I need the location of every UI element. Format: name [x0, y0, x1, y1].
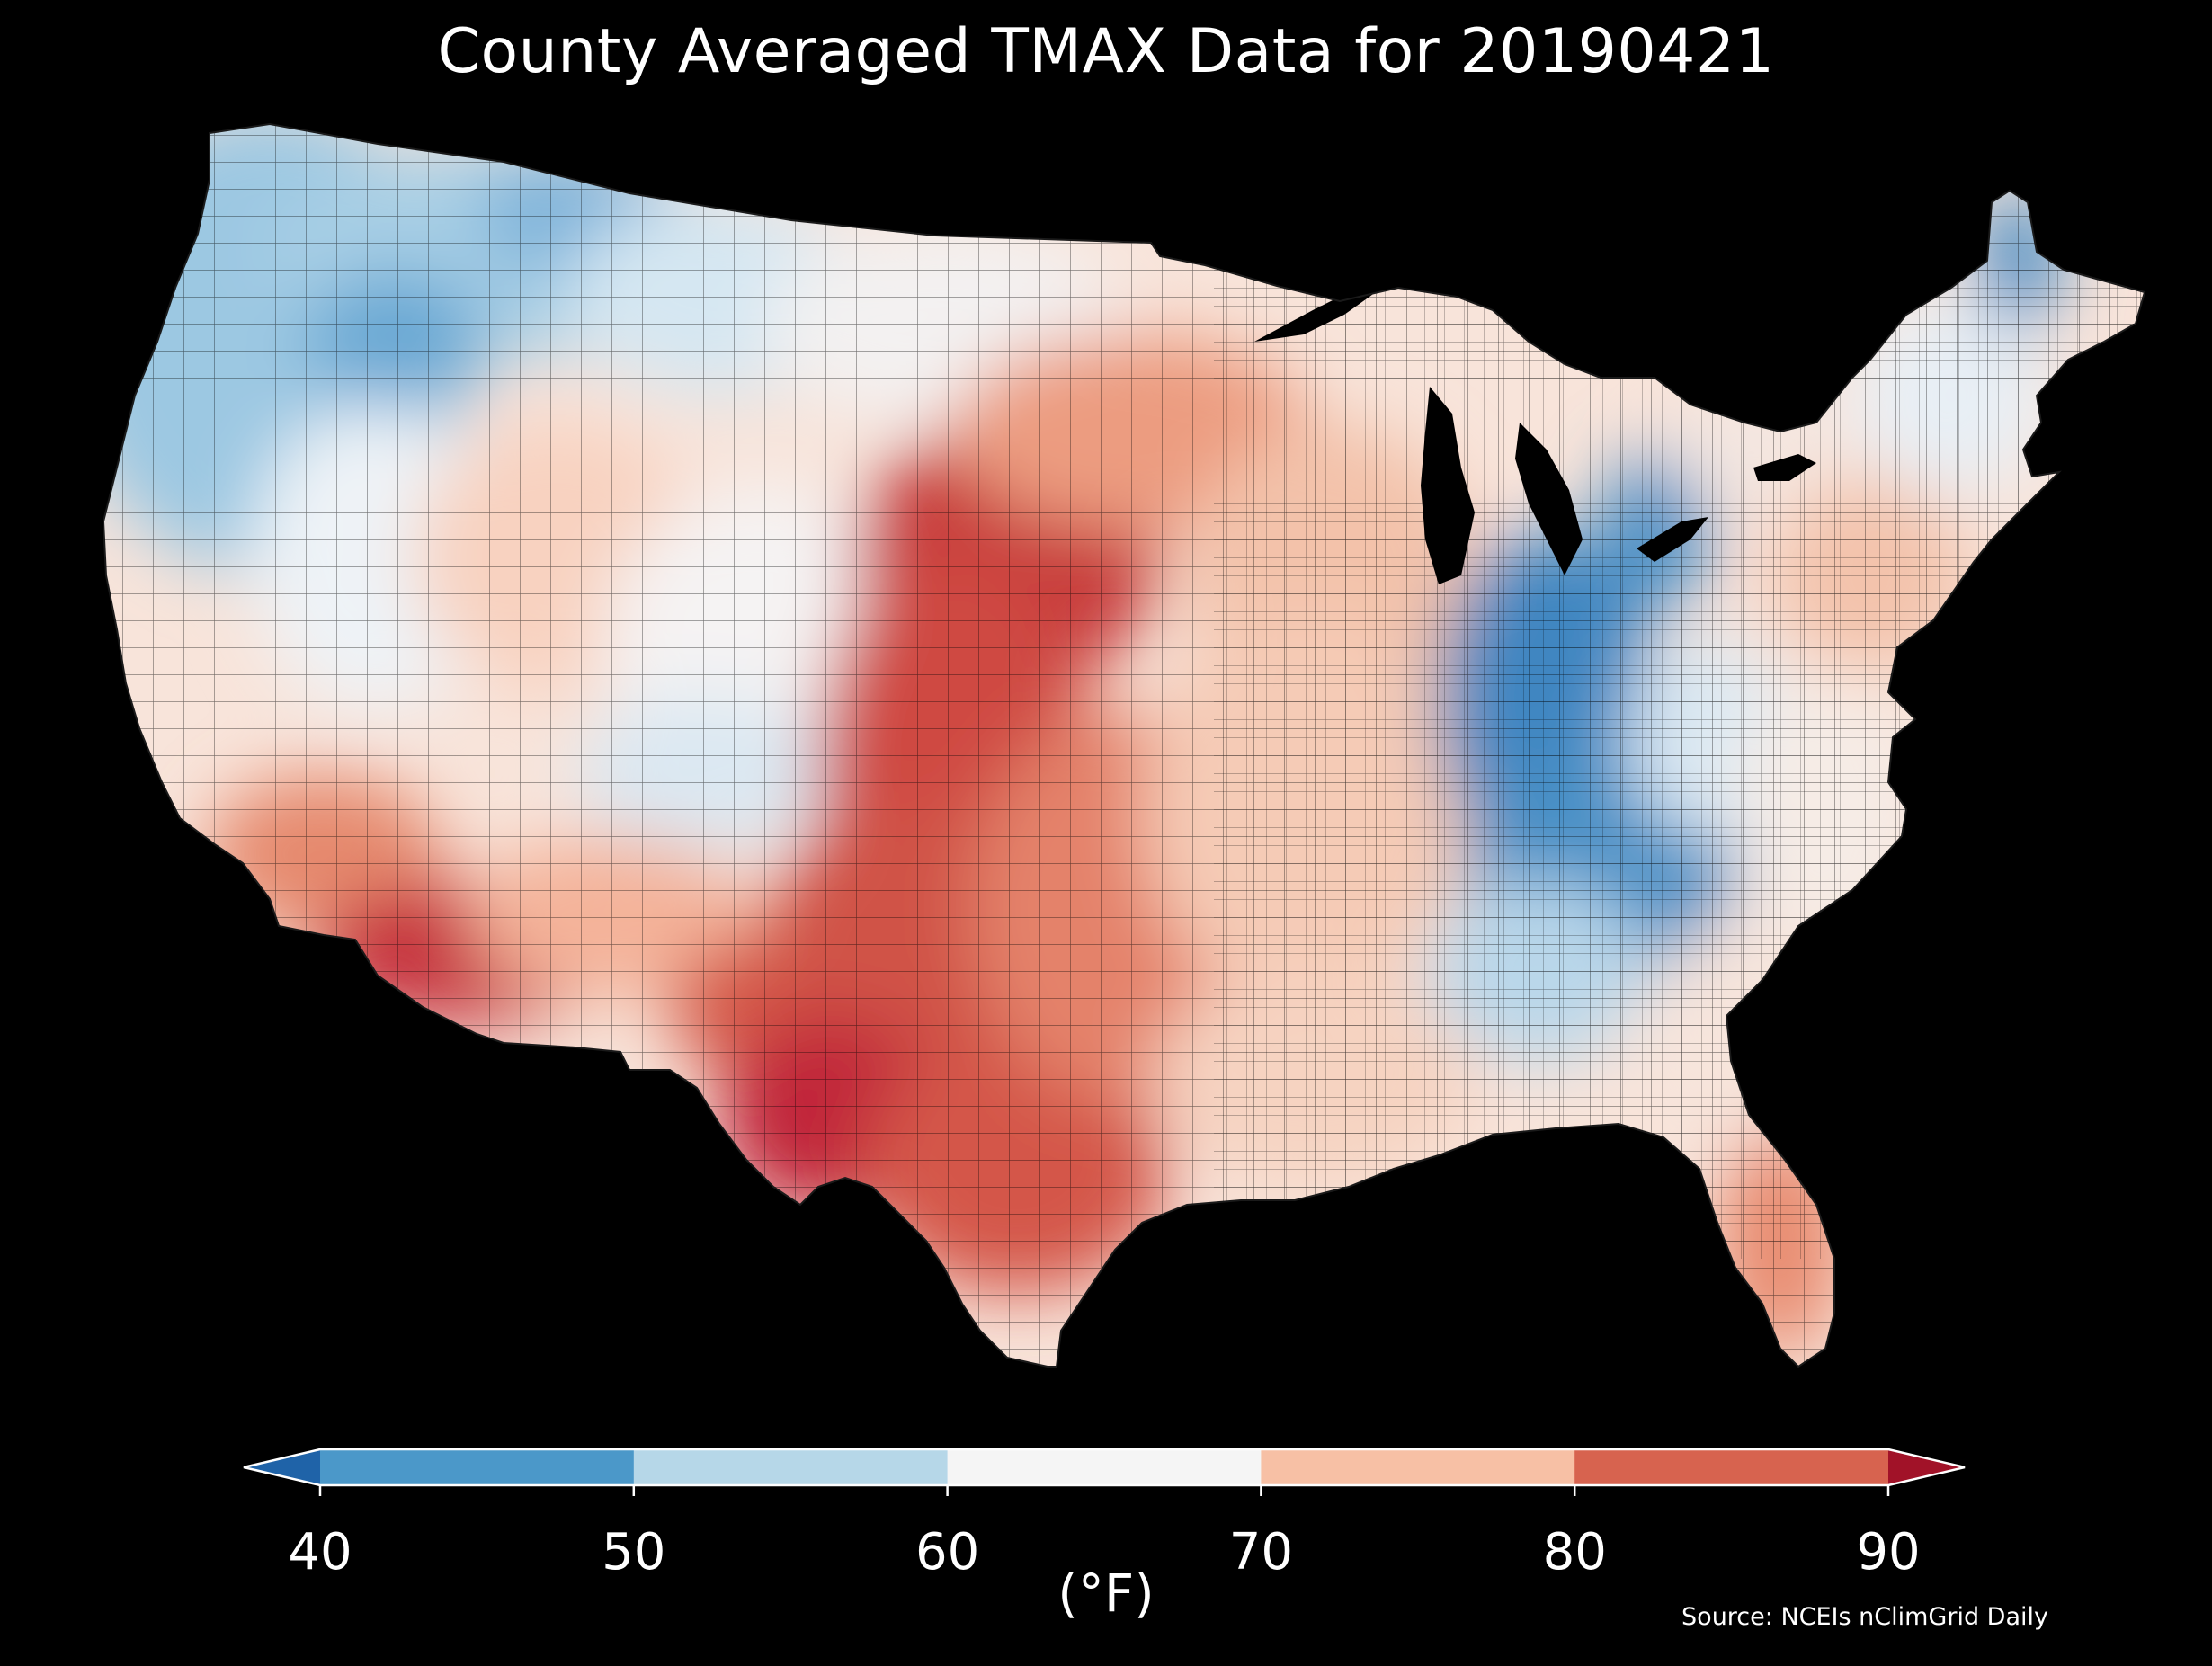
lake-ontario	[1753, 454, 1816, 481]
map-title: County Averaged TMAX Data for 20190421	[437, 16, 1775, 87]
colorbar-bin	[947, 1449, 1262, 1485]
colorbar-tick-label: 60	[915, 1523, 979, 1581]
great-lakes	[1254, 288, 1816, 584]
colorbar-tick-label: 40	[288, 1523, 352, 1581]
colorbar-tick-label: 90	[1856, 1523, 1920, 1581]
us-outline	[102, 122, 2146, 1368]
colorbar-bin	[320, 1449, 635, 1485]
lake-huron	[1515, 423, 1583, 575]
colorbar-bin	[1261, 1449, 1575, 1485]
colorbar-tick-label: 80	[1543, 1523, 1607, 1581]
colorbar-extend-low	[244, 1449, 320, 1485]
source-label: Source: NCEIs nClimGrid Daily	[1681, 1603, 2048, 1631]
colorbar-tick-label: 70	[1229, 1523, 1293, 1581]
lake-erie	[1637, 517, 1708, 562]
colorbar-tick-label: 50	[602, 1523, 665, 1581]
lake-superior	[1254, 288, 1376, 342]
colorbar-unit-label: (°F)	[1057, 1563, 1155, 1624]
lake-michigan	[1421, 387, 1475, 584]
colorbar-bin	[1574, 1449, 1889, 1485]
colorbar-bin	[633, 1449, 949, 1485]
colorbar-extend-high	[1888, 1449, 1965, 1485]
